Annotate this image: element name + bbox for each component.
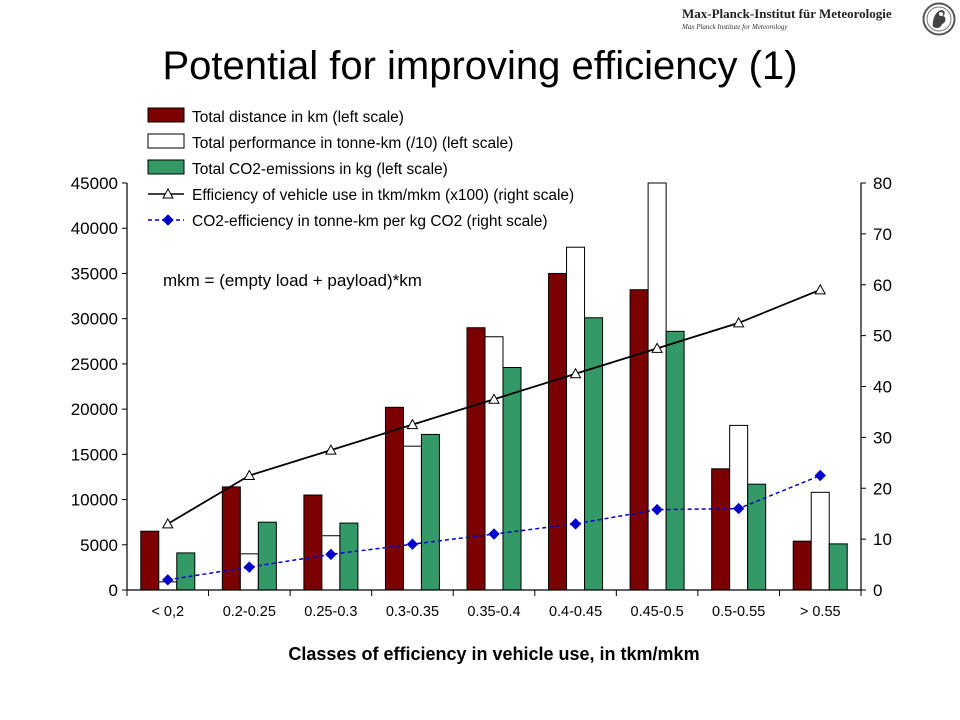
bar-0-6 xyxy=(629,289,649,591)
bar-0-5 xyxy=(548,272,568,591)
triangle-marker-8 xyxy=(814,283,827,295)
diamond-marker-3 xyxy=(406,538,419,550)
line-layer xyxy=(161,283,827,586)
legend-label-1: Total performance in tonne-km (/10) (lef… xyxy=(192,135,513,152)
bar-1-4 xyxy=(484,336,504,591)
right-tick-label: 0 xyxy=(873,581,882,600)
institute-brand: Max-Planck-Institut für Meteorologie Max… xyxy=(682,6,892,31)
diamond-marker-0 xyxy=(162,574,174,586)
triangle-marker-4 xyxy=(488,393,500,404)
left-tick-label: 10000 xyxy=(71,491,118,510)
bar-0-4 xyxy=(466,327,486,591)
legend-label-0: Total distance in km (left scale) xyxy=(192,109,404,126)
triangle-marker-7 xyxy=(732,316,745,328)
diamond-marker-5 xyxy=(569,518,582,530)
bar-0-7 xyxy=(711,468,731,591)
x-tick-label: 0.35-0.4 xyxy=(467,604,520,620)
diamond-marker-2 xyxy=(325,548,337,561)
bar-0-8 xyxy=(792,540,812,591)
x-tick-label: 0.2-0.25 xyxy=(223,604,276,620)
diamond-marker-6 xyxy=(651,503,663,516)
x-tick-label: 0.45-0.5 xyxy=(631,604,684,620)
legend-diamond-marker xyxy=(162,214,174,226)
legend-label-4: CO2-efficiency in tonne-km per kg CO2 (r… xyxy=(192,213,548,230)
right-tick-label: 20 xyxy=(873,479,892,498)
left-tick-label: 20000 xyxy=(71,400,118,419)
x-tick-label: 0.3-0.35 xyxy=(386,604,439,620)
left-tick-label: 5000 xyxy=(80,536,118,555)
right-tick-label: 60 xyxy=(873,276,892,295)
bar-layer xyxy=(140,182,848,591)
bar-2-8 xyxy=(828,543,848,591)
right-tick-label: 50 xyxy=(873,327,892,346)
x-tick-label: < 0,2 xyxy=(151,604,184,620)
right-tick-label: 70 xyxy=(873,225,892,244)
right-tick-label: 10 xyxy=(873,530,892,549)
left-tick-label: 45000 xyxy=(71,174,118,193)
triangle-marker-5 xyxy=(569,367,582,379)
bar-1-8 xyxy=(810,491,830,591)
triangle-marker-2 xyxy=(325,444,337,455)
triangle-marker-3 xyxy=(406,418,419,430)
diamond-marker-4 xyxy=(488,528,500,540)
left-tick-label: 15000 xyxy=(71,445,118,464)
bar-2-7 xyxy=(747,483,767,591)
bar-0-3 xyxy=(384,406,404,591)
left-tick-label: 25000 xyxy=(71,355,118,374)
bar-1-3 xyxy=(402,445,422,591)
x-axis-label: Classes of efficiency in vehicle use, in… xyxy=(288,644,699,664)
legend-triangle-marker xyxy=(162,187,174,199)
x-tick-label: > 0.55 xyxy=(800,604,841,620)
triangle-marker-0 xyxy=(161,517,174,529)
right-tick-label: 80 xyxy=(873,174,892,193)
legend-swatch-0 xyxy=(147,107,185,123)
bar-2-2 xyxy=(339,522,359,591)
right-tick-label: 30 xyxy=(873,428,892,447)
chart-annotation: mkm = (empty load + payload)*km xyxy=(163,271,422,290)
mpg-minerva-logo-icon xyxy=(922,2,956,36)
page-title: Potential for improving efficiency (1) xyxy=(162,44,798,88)
legend-label-2: Total CO2-emissions in kg (left scale) xyxy=(192,161,448,178)
x-tick-label: 0.25-0.3 xyxy=(304,604,357,620)
triangle-marker-6 xyxy=(651,342,663,353)
institute-name: Max-Planck-Institut für Meteorologie xyxy=(682,6,892,21)
left-tick-label: 40000 xyxy=(71,219,118,238)
bar-1-5 xyxy=(566,246,586,591)
diamond-marker-1 xyxy=(243,561,256,573)
bar-2-6 xyxy=(665,330,685,591)
bar-2-0 xyxy=(176,552,196,591)
right-tick-label: 40 xyxy=(873,378,892,397)
bar-0-0 xyxy=(140,530,160,591)
bar-2-5 xyxy=(584,317,604,591)
diamond-marker-7 xyxy=(732,502,745,515)
axes-layer: 0 5000 10000 15000 20000 25000 30000 35000 40000… xyxy=(71,174,892,620)
diamond-marker-8 xyxy=(814,469,826,482)
legend-swatch-2 xyxy=(147,159,185,175)
bar-0-2 xyxy=(303,494,323,591)
legend-label-3: Efficiency of vehicle use in tkm/mkm (x1… xyxy=(192,187,574,204)
bar-2-4 xyxy=(502,367,522,591)
left-tick-label: 30000 xyxy=(71,310,118,329)
left-tick-label: 35000 xyxy=(71,264,118,283)
x-tick-label: 0.5-0.55 xyxy=(712,604,765,620)
institute-subtitle: Max Planck Institute for Meteorology xyxy=(682,23,788,31)
bar-2-3 xyxy=(420,433,440,591)
x-tick-label: 0.4-0.45 xyxy=(549,604,602,620)
bar-1-6 xyxy=(647,182,667,591)
left-tick-label: 0 xyxy=(109,581,118,600)
chart-legend: Total distance in km (left scale) Total p… xyxy=(147,107,574,230)
triangle-marker-1 xyxy=(243,469,256,481)
legend-swatch-1 xyxy=(147,133,185,149)
bar-2-1 xyxy=(257,521,277,591)
bar-0-1 xyxy=(221,486,241,591)
bar-1-2 xyxy=(321,535,341,591)
